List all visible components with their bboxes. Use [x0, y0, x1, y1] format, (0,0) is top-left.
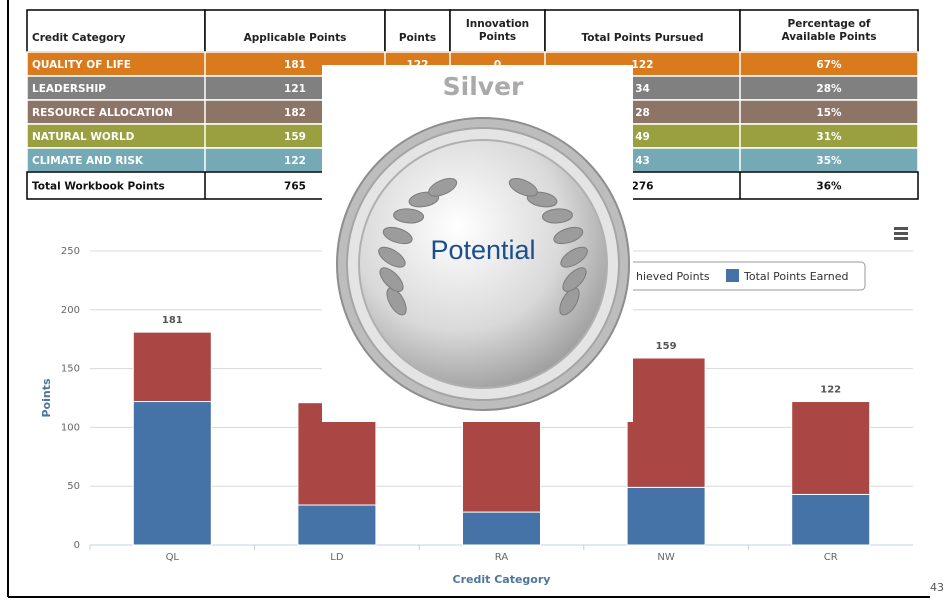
header-cell — [544, 9, 741, 53]
laurel-leaf — [553, 226, 584, 245]
laurel-leaf — [562, 267, 587, 292]
bar-segment — [791, 493, 871, 546]
laurel-leaf — [508, 177, 538, 197]
table-cell: 36% — [816, 181, 842, 193]
menu-icon-bar — [894, 227, 908, 230]
table-cell: 182 — [284, 107, 306, 119]
table-cell: 122 — [284, 155, 306, 167]
bar-segment — [462, 511, 541, 546]
column-header: Credit Category — [32, 32, 126, 44]
table-cell: 122 — [632, 59, 654, 71]
table-cell: 28 — [635, 107, 650, 119]
y-tick-label: 200 — [61, 305, 80, 316]
laurel-leaf — [378, 246, 406, 268]
table-cell: 181 — [284, 59, 306, 71]
y-axis-label: Points — [40, 378, 53, 417]
laurel-leaf — [393, 208, 425, 224]
table-cell: 121 — [284, 83, 306, 95]
table-cell: 31% — [816, 131, 842, 143]
bar-segment — [132, 401, 212, 546]
bar-segment — [297, 504, 377, 546]
x-tick-label: LD — [330, 552, 344, 563]
table-cell: 43 — [635, 155, 650, 167]
laurel-leaf — [428, 177, 458, 197]
legend-label: hieved Points — [636, 270, 710, 283]
x-tick-label: RA — [495, 552, 509, 563]
table-cell: 276 — [632, 181, 654, 193]
bar-segment — [791, 401, 871, 495]
laurel-leaf — [382, 226, 413, 245]
table-cell: 28% — [816, 83, 842, 95]
table-cell: NATURAL WORLD — [32, 131, 135, 143]
table-cell: 35% — [816, 155, 842, 167]
badge-label: Potential — [430, 235, 535, 265]
header-cell — [204, 9, 386, 53]
y-tick-label: 250 — [61, 246, 80, 257]
bar-segment — [132, 331, 212, 403]
total-label: 181 — [162, 315, 183, 326]
menu-icon-bar — [894, 232, 908, 235]
table-cell: 34 — [635, 83, 650, 95]
laurel-leaf — [560, 246, 588, 268]
total-label: 159 — [656, 341, 677, 352]
total-label: 122 — [820, 385, 841, 396]
laurel-leaf — [559, 287, 580, 316]
legend-label: Total Points Earned — [743, 270, 848, 283]
y-tick-label: 150 — [61, 364, 80, 375]
table-cell: LEADERSHIP — [32, 83, 106, 95]
bar-segment — [626, 486, 706, 546]
laurel-leaf — [541, 208, 573, 224]
table-cell: 49 — [635, 131, 650, 143]
y-tick-label: 100 — [61, 422, 80, 433]
bar-segment — [626, 357, 706, 488]
header-cell — [384, 9, 451, 53]
table-cell: 765 — [284, 181, 306, 193]
x-tick-label: CR — [824, 552, 838, 563]
x-tick-label: NW — [657, 552, 674, 563]
column-header: Points — [399, 32, 436, 44]
header-cell — [26, 9, 206, 53]
table-cell: RESOURCE ALLOCATION — [32, 107, 173, 119]
column-header: Applicable Points — [244, 32, 347, 44]
legend-swatch — [726, 269, 739, 282]
x-axis-label: Credit Category — [453, 573, 551, 586]
table-cell: 159 — [284, 131, 306, 143]
menu-icon-bar — [894, 237, 908, 240]
laurel-leaf — [386, 287, 407, 316]
table-cell: CLIMATE AND RISK — [32, 155, 144, 167]
table-cell: Total Workbook Points — [32, 181, 165, 193]
badge-level: Silver — [443, 72, 524, 101]
y-tick-label: 50 — [67, 481, 80, 492]
y-tick-label: 0 — [74, 540, 80, 551]
laurel-leaf — [379, 267, 404, 292]
page-number: 43 — [930, 581, 944, 594]
table-cell: QUALITY OF LIFE — [32, 59, 131, 71]
column-header: Total Points Pursued — [582, 32, 704, 44]
x-tick-label: QL — [166, 552, 180, 563]
table-cell: 67% — [816, 59, 842, 71]
column-header: Innovation Points — [466, 18, 529, 43]
column-header: Percentage of Available Points — [781, 18, 876, 43]
table-cell: 15% — [816, 107, 842, 119]
